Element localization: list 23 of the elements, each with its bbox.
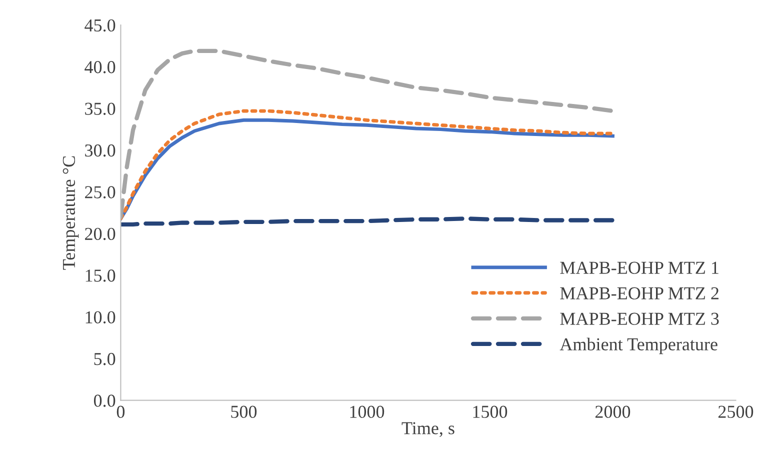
- y-tick-label: 35.0: [85, 102, 116, 115]
- legend-label: MAPB-EOHP MTZ 2: [560, 287, 718, 300]
- x-tick-label: 2500: [718, 406, 754, 418]
- y-tick-label: 10.0: [86, 311, 116, 324]
- x-tick-label: 1000: [350, 406, 384, 418]
- y-tick-label: 25.0: [85, 186, 116, 198]
- y-tick-label: 40.0: [84, 61, 116, 74]
- y-tick-label: 15.0: [86, 270, 116, 282]
- y-tick-label: 0.0: [94, 394, 116, 407]
- line-series: [120, 48, 615, 219]
- legend-label: MAPB-EOHP MTZ 1: [560, 262, 718, 274]
- y-tick-label: 20.0: [85, 228, 116, 240]
- legend-label: MAPB-EOHP MTZ 3: [560, 312, 719, 325]
- y-axis-title: Temperature °C: [62, 156, 79, 270]
- y-tick-label: 30.0: [85, 144, 116, 157]
- y-tick-label: 45.0: [84, 19, 116, 32]
- x-tick-label: 2000: [595, 406, 630, 418]
- y-tick-label: 5.0: [94, 352, 116, 366]
- x-tick-label: 500: [231, 406, 257, 418]
- legend-label: Ambient Temperature: [560, 338, 718, 354]
- x-axis-title: Time, s: [402, 422, 454, 437]
- x-tick-label: 0: [116, 406, 125, 418]
- x-tick-label: 1500: [473, 406, 508, 418]
